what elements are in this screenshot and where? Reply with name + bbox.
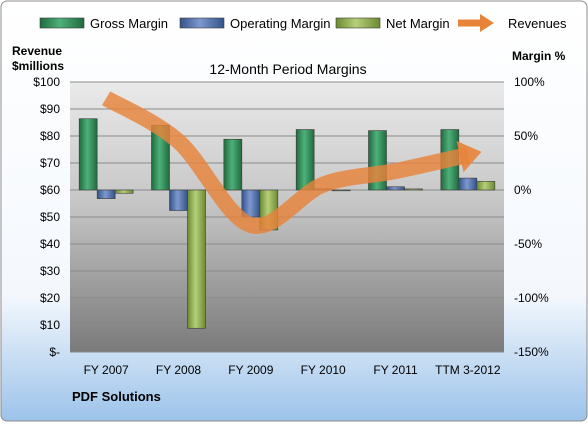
right-tick-label: 0% [514,183,532,197]
left-tick-label: $30 [40,264,60,278]
left-tick-label: $100 [33,75,60,89]
bar-operating-margin [387,187,405,190]
chart-title: 12-Month Period Margins [209,61,366,77]
x-tick-label: FY 2010 [301,363,346,377]
legend-swatch [40,18,84,28]
legend-swatch [180,18,224,28]
left-axis-title-line1: Revenue [12,44,62,58]
legend-label: Revenues [508,16,567,31]
right-tick-label: -150% [514,345,549,359]
right-tick-label: -100% [514,291,549,305]
left-tick-label: $20 [40,291,60,305]
bar-net-margin [115,190,133,193]
right-tick-label: 50% [514,129,538,143]
bar-operating-margin [97,190,115,199]
left-tick-label: $10 [40,318,60,332]
left-axis-title-line2: $millions [12,59,64,73]
bar-net-margin [477,181,495,190]
bar-gross-margin [224,139,242,190]
right-axis-title: Margin % [512,49,566,63]
left-tick-label: $40 [40,237,60,251]
bar-operating-margin [170,190,188,211]
bar-net-margin [405,189,423,190]
bar-operating-margin [459,178,477,190]
right-tick-label: -50% [514,237,542,251]
legend-label: Gross Margin [90,16,168,31]
x-tick-label: FY 2011 [373,363,418,377]
x-tick-label: FY 2008 [156,363,201,377]
bar-gross-margin [296,130,314,190]
company-label: PDF Solutions [72,389,161,404]
bar-gross-margin [79,119,97,190]
left-tick-label: $90 [40,102,60,116]
left-tick-label: $50 [40,210,60,224]
legend-label: Operating Margin [230,16,330,31]
left-tick-label: $80 [40,129,60,143]
x-tick-label: FY 2007 [84,363,129,377]
x-tick-label: FY 2009 [228,363,273,377]
x-tick-label: TTM 3-2012 [435,363,501,377]
right-tick-label: 100% [514,75,545,89]
bar-net-margin [332,190,350,191]
left-tick-label: $60 [40,183,60,197]
legend-swatch [336,18,380,28]
bar-net-margin [188,190,206,328]
legend-label: Net Margin [386,16,450,31]
left-tick-label: $70 [40,156,60,170]
left-tick-label: $- [49,345,60,359]
